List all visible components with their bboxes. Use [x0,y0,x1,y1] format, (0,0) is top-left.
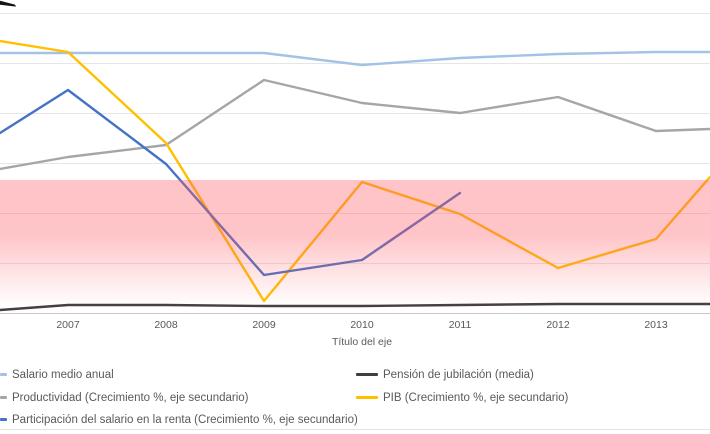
legend-item: Pensión de jubilación (media) [356,367,534,382]
x-tick-label: 2007 [56,319,80,331]
x-tick-label: 2008 [154,319,178,331]
series-line-productividad [0,78,710,171]
x-tick-label: 2010 [350,319,374,331]
legend-line-marker [0,418,7,421]
legend-item-label: Salario medio anual [12,368,114,381]
legend-item: PIB (Crecimiento %, eje secundario) [356,390,568,405]
x-tick-label: 2009 [252,319,276,331]
bottom-divider-line [0,429,710,430]
x-tick-label: 2012 [546,319,570,331]
x-tick-label: 2013 [644,319,668,331]
legend-line-marker [356,396,378,399]
legend-item-label: Pensión de jubilación (media) [383,368,534,381]
x-tick-label: 2011 [448,319,472,331]
legend-line-marker [356,373,378,376]
legend-item-label: Participación del salario en la renta (C… [12,413,358,426]
shaded-zone-band [0,180,710,307]
series-line-salario [0,50,710,67]
legend-item-label: PIB (Crecimiento %, eje secundario) [383,391,569,404]
line-chart-plot [0,13,710,314]
cropped-line-corner-mark [0,0,16,7]
legend-item-label: Productividad (Crecimiento %, eje secund… [12,391,249,404]
legend-item: Participación del salario en la renta (C… [0,412,358,427]
x-axis-title: Título del eje [331,336,393,348]
legend-line-marker [0,396,7,399]
legend-item: Salario medio anual [0,367,114,382]
legend-item: Productividad (Crecimiento %, eje secund… [0,390,249,405]
legend-line-marker [0,373,7,376]
